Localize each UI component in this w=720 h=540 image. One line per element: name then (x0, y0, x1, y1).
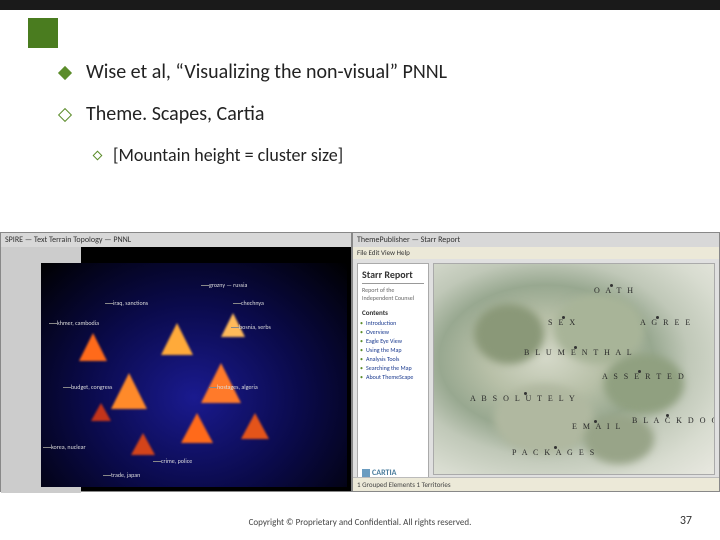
page-number: 37 (680, 514, 692, 528)
map-label: A B S O L U T E L Y (470, 394, 577, 403)
map-label: B L A C K D O G (632, 416, 715, 425)
toc-item: Analysis Tools (362, 355, 424, 363)
toc-item: Searching the Map (362, 364, 424, 372)
map-label: A G R E E (640, 318, 692, 327)
terrain-label: hostages, algeria (217, 383, 258, 391)
sidebar-contents-header: Contents (362, 308, 424, 317)
toc-item: Overview (362, 328, 424, 336)
terrain-label: crime, police (161, 457, 192, 465)
toc-item: Introduction (362, 319, 424, 327)
right-window-titlebar: ThemePublisher — Starr Report (353, 233, 719, 247)
slide-top-bar (0, 0, 720, 10)
slide-accent-square (28, 18, 58, 48)
figure-spire-themescape: SPIRE — Text Terrain Topology — PNNL gro… (0, 232, 352, 492)
right-status-bar: 1 Grouped Elements 1 Territories (353, 477, 719, 491)
terrain-label: trade, japan (111, 471, 140, 479)
slide-footer: Copyright © Proprietary and Confidential… (0, 517, 720, 528)
bullet-1: Wise et al, “Visualizing the non-visual”… (60, 60, 680, 84)
terrain-peak (91, 403, 111, 421)
map-label: S E X (548, 318, 577, 327)
sidebar-subtitle: Report of the Independent Counsel (362, 286, 424, 302)
right-map-canvas: O A T H S E X A G R E E B L U M E N T H A L… (433, 263, 715, 475)
slide-content: Wise et al, “Visualizing the non-visual”… (60, 60, 680, 180)
figure-cartia-starr: ThemePublisher — Starr Report File Edit … (352, 232, 720, 492)
map-label: E M A I L (572, 422, 622, 431)
terrain-peak (131, 433, 155, 455)
toc-item: Eagle Eye View (362, 337, 424, 345)
terrain-label: bosnia, serbs (239, 323, 271, 331)
right-window-menubar: File Edit View Help (353, 247, 719, 259)
bullet-2: Theme. Scapes, Cartia (60, 102, 680, 126)
terrain-peak (241, 413, 269, 439)
bullet-1-text: Wise et al, “Visualizing the non-visual”… (86, 60, 447, 84)
map-label: P A C K A G E S (512, 448, 596, 457)
left-terrain-canvas: grozny — russia chechnya iraq, sanctions bo… (41, 263, 347, 487)
map-label: A S S E R T E D (602, 372, 686, 381)
terrain-label: iraq, sanctions (113, 299, 148, 307)
sidebar-toc: IntroductionOverviewEagle Eye ViewUsing … (362, 319, 424, 381)
terrain-label: khmer, cambodia (57, 319, 99, 327)
toc-item: About ThemeScape (362, 373, 424, 381)
diamond-outline-icon (58, 108, 72, 122)
bullet-2-text: Theme. Scapes, Cartia (86, 102, 265, 126)
right-sidebar: Starr Report Report of the Independent C… (357, 263, 429, 483)
cartia-logo-icon (362, 469, 370, 477)
sidebar-title: Starr Report (362, 268, 424, 284)
terrain-peak (181, 413, 213, 443)
terrain-label: korea, nuclear (51, 443, 86, 451)
terrain-peak (161, 323, 193, 355)
toc-item: Using the Map (362, 346, 424, 354)
sub-bullet-text: [Mountain height = cluster size] (113, 144, 343, 166)
sub-bullet: [Mountain height = cluster size] (94, 144, 680, 166)
left-window-titlebar: SPIRE — Text Terrain Topology — PNNL (1, 233, 351, 247)
terrain-label: grozny — russia (209, 281, 247, 289)
terrain-peak (111, 373, 147, 409)
map-label: B L U M E N T H A L (524, 348, 634, 357)
diamond-small-icon (93, 151, 103, 161)
map-terrain-blob (604, 354, 684, 414)
terrain-label: budget, congress (71, 383, 112, 391)
terrain-label: chechnya (241, 299, 264, 307)
figures-row: SPIRE — Text Terrain Topology — PNNL gro… (0, 232, 720, 492)
terrain-peak (79, 333, 107, 361)
diamond-icon (58, 66, 72, 80)
map-label: O A T H (594, 286, 635, 295)
